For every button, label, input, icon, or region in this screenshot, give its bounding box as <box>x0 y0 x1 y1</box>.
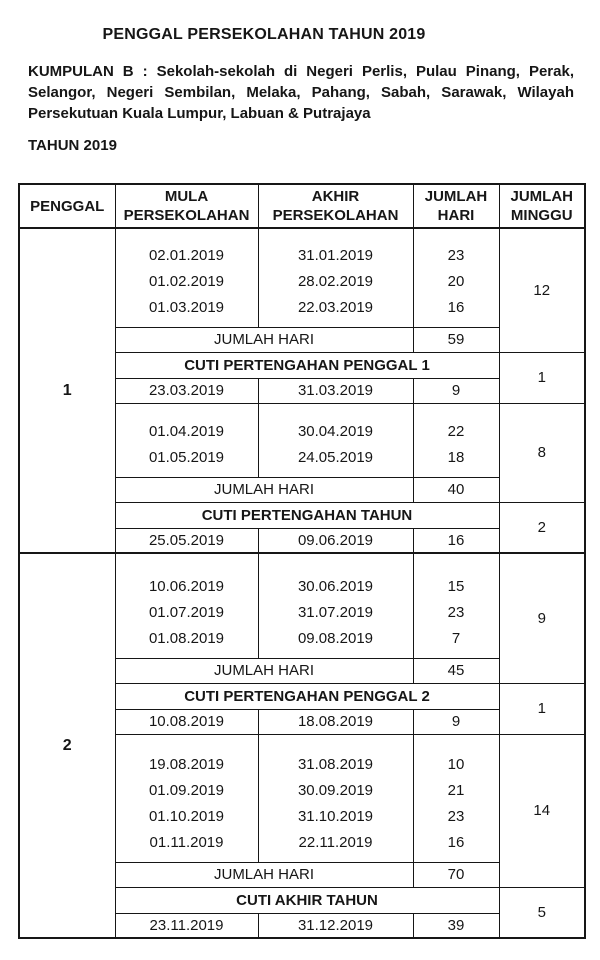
document-page: PENGGAL PERSEKOLAHAN TAHUN 2019 KUMPULAN… <box>18 26 586 939</box>
col-header-jumlah-minggu: JUMLAH MINGGU <box>498 183 586 229</box>
jumlah-hari-value-cell: 59 <box>412 326 500 353</box>
cuti-label-cell: CUTI AKHIR TAHUN <box>114 886 500 914</box>
cuti-hari-cell: 9 <box>412 708 500 735</box>
table-row: CUTI PERTENGAHAN TAHUN 2 <box>19 501 586 554</box>
jumlah-hari-value-cell: 70 <box>412 861 500 888</box>
school-term-table: PENGGAL MULA PERSEKOLAHAN AKHIR PERSEKOL… <box>18 183 586 939</box>
minggu-cell: 12 <box>498 227 586 353</box>
title-wrap: PENGGAL PERSEKOLAHAN TAHUN 2019 <box>18 26 510 44</box>
minggu-cell: 5 <box>498 886 586 939</box>
minggu-cell: 1 <box>498 351 586 404</box>
table-row: JUMLAH HARI 45 <box>19 657 585 684</box>
table-row: JUMLAH HARI 70 <box>19 861 585 888</box>
table-row: 19.08.2019 01.09.2019 01.10.2019 01.11.2… <box>19 733 586 888</box>
table-row: 25.05.2019 09.06.2019 16 <box>19 527 585 554</box>
hari-values-cell: 15 23 7 <box>412 552 500 659</box>
table-row: JUMLAH HARI 59 <box>19 326 585 353</box>
table-row: CUTI PERTENGAHAN PENGGAL 1 1 <box>19 351 586 404</box>
minggu-cell: 2 <box>498 501 586 554</box>
col-header-penggal: PENGGAL <box>18 183 116 229</box>
cuti-akhir-cell: 31.03.2019 <box>257 377 414 404</box>
page-title: PENGGAL PERSEKOLAHAN TAHUN 2019 <box>102 26 426 43</box>
table-header-row: PENGGAL MULA PERSEKOLAHAN AKHIR PERSEKOL… <box>18 183 586 229</box>
hari-values-cell: 10 21 23 16 <box>412 733 500 863</box>
mula-dates-cell: 02.01.2019 01.02.2019 01.03.2019 <box>114 227 259 328</box>
mula-dates-cell: 10.06.2019 01.07.2019 01.08.2019 <box>114 552 259 659</box>
jumlah-hari-label-cell: JUMLAH HARI <box>114 476 414 503</box>
hari-values-cell: 22 18 <box>412 402 500 478</box>
akhir-dates-cell: 31.08.2019 30.09.2019 31.10.2019 22.11.2… <box>257 733 414 863</box>
table-row: 10.08.2019 18.08.2019 9 <box>19 708 585 735</box>
cuti-mula-cell: 10.08.2019 <box>114 708 259 735</box>
jumlah-hari-label-cell: JUMLAH HARI <box>114 861 414 888</box>
jumlah-hari-value-cell: 40 <box>412 476 500 503</box>
mula-dates-cell: 19.08.2019 01.09.2019 01.10.2019 01.11.2… <box>114 733 259 863</box>
kumpulan-description: KUMPULAN B : Sekolah-sekolah di Negeri P… <box>28 63 574 122</box>
minggu-cell: 8 <box>498 402 586 503</box>
akhir-dates-cell: 30.06.2019 31.07.2019 09.08.2019 <box>257 552 414 659</box>
cuti-akhir-cell: 18.08.2019 <box>257 708 414 735</box>
minggu-cell: 1 <box>498 682 586 735</box>
minggu-cell: 14 <box>498 733 586 888</box>
cuti-hari-cell: 39 <box>412 912 500 939</box>
col-header-jumlah-hari: JUMLAH HARI <box>412 183 500 229</box>
cuti-akhir-cell: 09.06.2019 <box>257 527 414 554</box>
hari-values-cell: 23 20 16 <box>412 227 500 328</box>
col-header-akhir: AKHIR PERSEKOLAHAN <box>257 183 414 229</box>
jumlah-hari-label-cell: JUMLAH HARI <box>114 657 414 684</box>
cuti-label-cell: CUTI PERTENGAHAN TAHUN <box>114 501 500 529</box>
year-label: TAHUN 2019 <box>28 137 117 154</box>
cuti-mula-cell: 23.11.2019 <box>114 912 259 939</box>
cuti-hari-cell: 9 <box>412 377 500 404</box>
table-row: 01.04.2019 01.05.2019 30.04.2019 24.05.2… <box>19 402 586 503</box>
cuti-hari-cell: 16 <box>412 527 500 554</box>
akhir-dates-cell: 30.04.2019 24.05.2019 <box>257 402 414 478</box>
cuti-akhir-cell: 31.12.2019 <box>257 912 414 939</box>
penggal-1-cell: 1 <box>18 227 116 554</box>
penggal-2-cell: 2 <box>18 552 116 939</box>
table-row: 23.11.2019 31.12.2019 39 <box>19 912 585 939</box>
jumlah-hari-value-cell: 45 <box>412 657 500 684</box>
jumlah-hari-label-cell: JUMLAH HARI <box>114 326 414 353</box>
table-row: JUMLAH HARI 40 <box>19 476 585 503</box>
cuti-label-cell: CUTI PERTENGAHAN PENGGAL 1 <box>114 351 500 379</box>
cuti-mula-cell: 23.03.2019 <box>114 377 259 404</box>
akhir-dates-cell: 31.01.2019 28.02.2019 22.03.2019 <box>257 227 414 328</box>
cuti-mula-cell: 25.05.2019 <box>114 527 259 554</box>
col-header-mula: MULA PERSEKOLAHAN <box>114 183 259 229</box>
minggu-cell: 9 <box>498 552 586 684</box>
table-row: 1 02.01.2019 01.02.2019 01.03.2019 31.01… <box>18 227 586 554</box>
cuti-label-cell: CUTI PERTENGAHAN PENGGAL 2 <box>114 682 500 710</box>
table-row: CUTI AKHIR TAHUN 5 <box>19 886 586 939</box>
mula-dates-cell: 01.04.2019 01.05.2019 <box>114 402 259 478</box>
table-row: 2 10.06.2019 01.07.2019 01.08.2019 30.06… <box>18 552 586 939</box>
